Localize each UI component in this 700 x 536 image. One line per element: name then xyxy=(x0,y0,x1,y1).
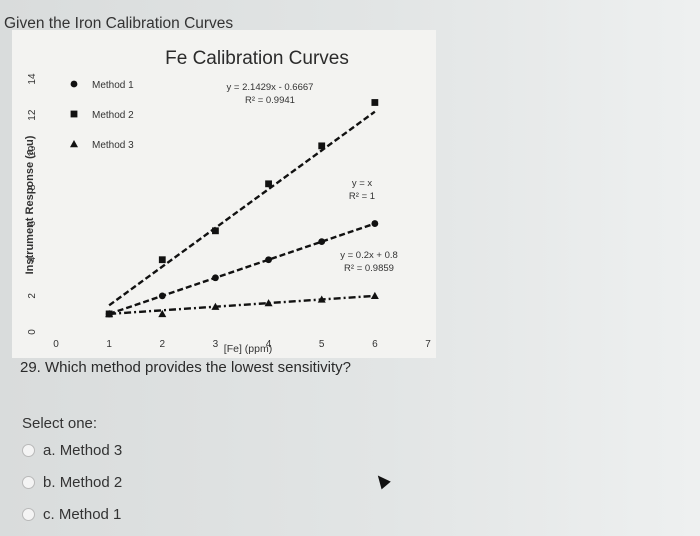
x-tick-label-1: 1 xyxy=(106,339,112,350)
y-tick-label-2: 4 xyxy=(27,256,38,262)
y-tick-label-4: 8 xyxy=(27,184,38,190)
x-tick-label-0: 0 xyxy=(53,339,59,350)
option-b-letter: b. xyxy=(43,473,56,491)
legend-label-1: Method 1 xyxy=(92,80,134,91)
y-axis-label: Instrument Response (a.u) xyxy=(24,135,36,274)
data-point-s1-5 xyxy=(318,238,326,246)
data-point-s3-5 xyxy=(317,295,326,303)
legend-marker-1 xyxy=(70,80,78,88)
radio-option-a[interactable] xyxy=(22,443,35,457)
question-header: Given the Iron Calibration Curves xyxy=(4,15,234,32)
data-point-s3-1 xyxy=(105,309,114,318)
data-point-s2-2 xyxy=(158,256,166,264)
trend-lines xyxy=(108,110,376,316)
data-point-s2-3 xyxy=(212,227,219,235)
x-axis-label: [Fe] (ppm) xyxy=(224,343,272,355)
option-c-label: Method 1 xyxy=(58,505,122,523)
data-point-s3-6 xyxy=(370,291,379,300)
equation-series-2: y = 2.1429x - 0.6667 xyxy=(227,82,314,93)
y-tick-label-5: 10 xyxy=(27,145,38,157)
legend-label-2: Method 2 xyxy=(92,110,134,121)
option-a-letter: a. xyxy=(43,441,56,459)
x-tick-label-6: 6 xyxy=(372,339,378,350)
calibration-chart: Fe Calibration Curves Instrument Respons… xyxy=(12,30,436,358)
y-tick-labels: 0 2 4 6 8 10 12 14 xyxy=(27,73,38,335)
option-b[interactable]: b. Method 2 xyxy=(22,472,122,492)
data-point-s1-4 xyxy=(265,256,272,264)
r2-series-3: R² = 0.9859 xyxy=(344,263,394,274)
data-points xyxy=(105,99,379,318)
r2-series-1: R² = 1 xyxy=(349,191,375,202)
trendline-equations: y = x R² = 1 y = 2.1429x - 0.6667 R² = 0.99… xyxy=(227,82,398,274)
data-point-s2-5 xyxy=(318,142,326,150)
legend-marker-3 xyxy=(70,140,78,148)
question-text: 29. Which method provides the lowest sen… xyxy=(20,359,351,376)
y-tick-label-1: 2 xyxy=(27,293,38,299)
chart-canvas: Fe Calibration Curves Instrument Respons… xyxy=(24,48,431,355)
mouse-cursor-icon xyxy=(373,471,391,490)
option-c-letter: c. xyxy=(43,505,55,523)
chart-title: Fe Calibration Curves xyxy=(165,48,349,69)
y-tick-label-6: 12 xyxy=(27,109,38,121)
select-one-label: Select one: xyxy=(22,415,98,432)
data-point-s2-6 xyxy=(371,99,379,106)
data-point-s1-2 xyxy=(158,292,166,300)
radio-option-c[interactable] xyxy=(22,507,35,521)
trendline-series-3 xyxy=(109,294,375,316)
y-tick-label-7: 14 xyxy=(27,73,38,85)
x-tick-label-3: 3 xyxy=(213,339,219,350)
option-c[interactable]: c. Method 1 xyxy=(22,504,121,524)
option-b-label: Method 2 xyxy=(59,473,123,491)
data-point-s1-6 xyxy=(371,220,379,227)
radio-option-b[interactable] xyxy=(22,475,35,489)
chart-legend: Method 1 Method 2 Method 3 xyxy=(70,80,134,151)
x-tick-label-2: 2 xyxy=(160,339,166,350)
x-tick-label-4: 4 xyxy=(266,339,272,350)
option-a-label: Method 3 xyxy=(59,441,123,459)
y-tick-label-3: 6 xyxy=(27,220,38,226)
data-point-s2-4 xyxy=(265,180,272,188)
equation-series-3: y = 0.2x + 0.8 xyxy=(340,250,398,261)
data-point-s1-3 xyxy=(212,274,219,282)
data-point-s3-2 xyxy=(158,309,167,318)
x-tick-label-5: 5 xyxy=(319,339,325,350)
r2-series-2: R² = 0.9941 xyxy=(245,95,295,106)
legend-marker-2 xyxy=(70,110,78,118)
y-tick-label-0: 0 xyxy=(27,329,38,335)
option-a[interactable]: a. Method 3 xyxy=(22,440,122,460)
legend-label-3: Method 3 xyxy=(92,140,134,151)
equation-series-1: y = x xyxy=(352,178,373,189)
x-tick-labels: 0 1 2 3 4 5 6 7 xyxy=(53,339,431,350)
x-tick-label-7: 7 xyxy=(425,339,431,350)
trendline-series-2 xyxy=(108,110,376,307)
trendline-series-1 xyxy=(108,222,376,316)
data-point-s3-4 xyxy=(264,299,273,307)
data-point-s3-3 xyxy=(211,302,220,310)
